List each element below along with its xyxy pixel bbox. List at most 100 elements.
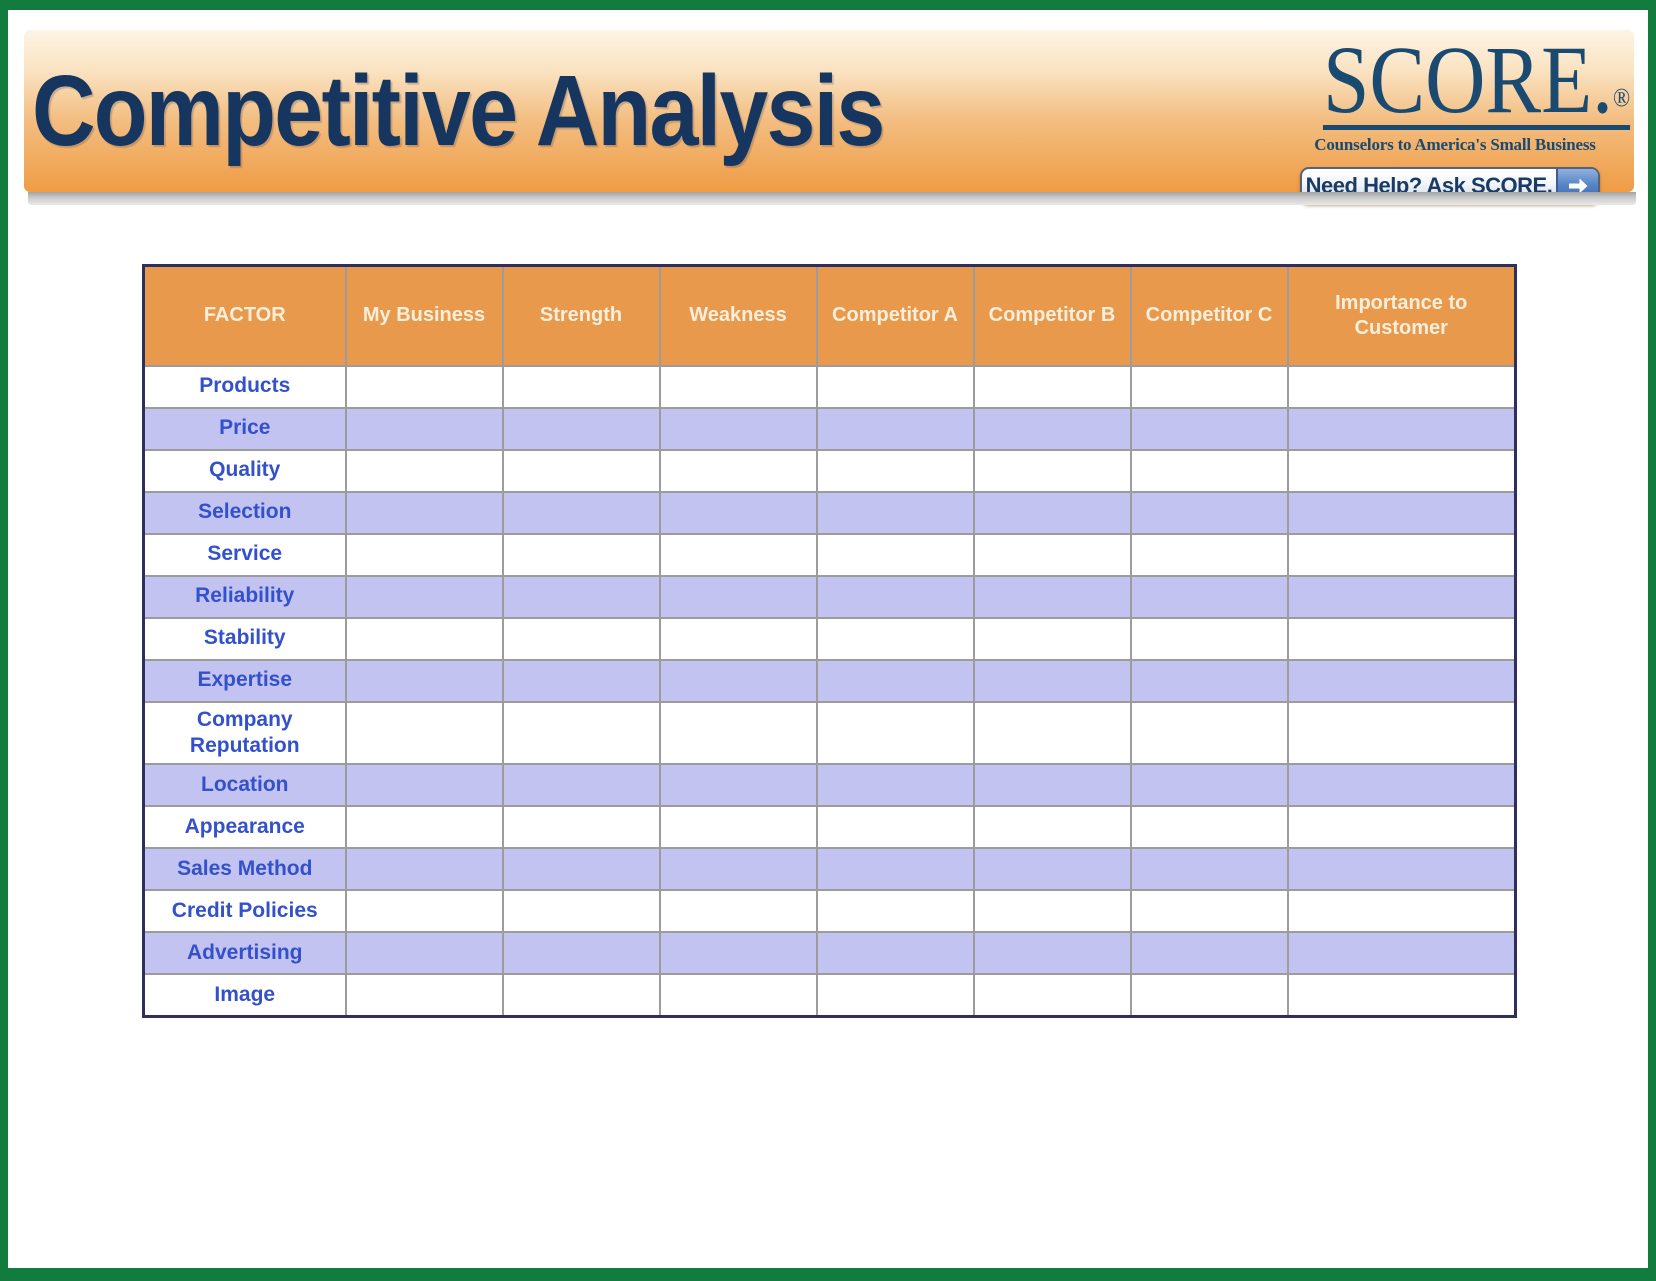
input-cell[interactable] [1286, 574, 1517, 619]
input-cell[interactable] [1129, 448, 1289, 493]
input-cell[interactable] [658, 889, 818, 933]
input-cell[interactable] [344, 490, 504, 535]
input-cell[interactable] [658, 574, 818, 619]
input-cell[interactable] [501, 889, 661, 933]
input-cell[interactable] [344, 616, 504, 661]
input-cell[interactable] [1286, 889, 1517, 933]
input-cell[interactable] [972, 847, 1132, 891]
input-cell[interactable] [658, 448, 818, 493]
input-cell[interactable] [815, 574, 975, 619]
input-cell[interactable] [1286, 658, 1517, 703]
input-cell[interactable] [344, 763, 504, 807]
input-cell[interactable] [1286, 847, 1517, 891]
input-cell[interactable] [815, 532, 975, 577]
input-cell[interactable] [658, 406, 818, 451]
input-cell[interactable] [972, 490, 1132, 535]
input-cell[interactable] [972, 805, 1132, 849]
input-cell[interactable] [658, 490, 818, 535]
input-cell[interactable] [972, 448, 1132, 493]
input-cell[interactable] [501, 616, 661, 661]
input-cell[interactable] [815, 364, 975, 409]
input-cell[interactable] [344, 448, 504, 493]
input-cell[interactable] [658, 805, 818, 849]
input-cell[interactable] [815, 805, 975, 849]
input-cell[interactable] [972, 616, 1132, 661]
input-cell[interactable] [1286, 490, 1517, 535]
input-cell[interactable] [1129, 616, 1289, 661]
input-cell[interactable] [815, 700, 975, 765]
input-cell[interactable] [815, 658, 975, 703]
input-cell[interactable] [344, 931, 504, 975]
input-cell[interactable] [658, 931, 818, 975]
input-cell[interactable] [1129, 658, 1289, 703]
input-cell[interactable] [344, 406, 504, 451]
input-cell[interactable] [815, 616, 975, 661]
input-cell[interactable] [815, 448, 975, 493]
input-cell[interactable] [815, 763, 975, 807]
input-cell[interactable] [815, 490, 975, 535]
input-cell[interactable] [972, 574, 1132, 619]
input-cell[interactable] [972, 658, 1132, 703]
input-cell[interactable] [1129, 574, 1289, 619]
input-cell[interactable] [658, 364, 818, 409]
input-cell[interactable] [344, 973, 504, 1017]
input-cell[interactable] [972, 700, 1132, 765]
input-cell[interactable] [1286, 616, 1517, 661]
input-cell[interactable] [972, 973, 1132, 1017]
input-cell[interactable] [501, 700, 661, 765]
input-cell[interactable] [501, 847, 661, 891]
input-cell[interactable] [344, 364, 504, 409]
input-cell[interactable] [815, 847, 975, 891]
input-cell[interactable] [1129, 406, 1289, 451]
input-cell[interactable] [1129, 973, 1289, 1017]
input-cell[interactable] [658, 700, 818, 765]
input-cell[interactable] [815, 889, 975, 933]
input-cell[interactable] [501, 931, 661, 975]
input-cell[interactable] [344, 847, 504, 891]
input-cell[interactable] [501, 490, 661, 535]
input-cell[interactable] [815, 406, 975, 451]
input-cell[interactable] [1129, 847, 1289, 891]
input-cell[interactable] [1286, 700, 1517, 765]
input-cell[interactable] [501, 805, 661, 849]
input-cell[interactable] [344, 700, 504, 765]
input-cell[interactable] [972, 532, 1132, 577]
input-cell[interactable] [658, 616, 818, 661]
input-cell[interactable] [815, 931, 975, 975]
input-cell[interactable] [658, 847, 818, 891]
input-cell[interactable] [1129, 364, 1289, 409]
input-cell[interactable] [501, 364, 661, 409]
input-cell[interactable] [1129, 700, 1289, 765]
input-cell[interactable] [815, 973, 975, 1017]
input-cell[interactable] [1286, 448, 1517, 493]
input-cell[interactable] [658, 532, 818, 577]
input-cell[interactable] [1286, 973, 1517, 1017]
input-cell[interactable] [658, 763, 818, 807]
input-cell[interactable] [972, 406, 1132, 451]
input-cell[interactable] [344, 574, 504, 619]
input-cell[interactable] [344, 658, 504, 703]
input-cell[interactable] [344, 889, 504, 933]
input-cell[interactable] [501, 532, 661, 577]
input-cell[interactable] [1286, 805, 1517, 849]
input-cell[interactable] [1129, 889, 1289, 933]
input-cell[interactable] [344, 805, 504, 849]
input-cell[interactable] [972, 763, 1132, 807]
input-cell[interactable] [1286, 406, 1517, 451]
input-cell[interactable] [972, 889, 1132, 933]
input-cell[interactable] [1286, 364, 1517, 409]
input-cell[interactable] [972, 931, 1132, 975]
input-cell[interactable] [1286, 763, 1517, 807]
input-cell[interactable] [501, 448, 661, 493]
input-cell[interactable] [1129, 532, 1289, 577]
input-cell[interactable] [658, 658, 818, 703]
input-cell[interactable] [1129, 931, 1289, 975]
input-cell[interactable] [658, 973, 818, 1017]
input-cell[interactable] [1286, 532, 1517, 577]
input-cell[interactable] [501, 574, 661, 619]
input-cell[interactable] [501, 406, 661, 451]
input-cell[interactable] [1286, 931, 1517, 975]
input-cell[interactable] [501, 658, 661, 703]
input-cell[interactable] [1129, 490, 1289, 535]
input-cell[interactable] [501, 763, 661, 807]
